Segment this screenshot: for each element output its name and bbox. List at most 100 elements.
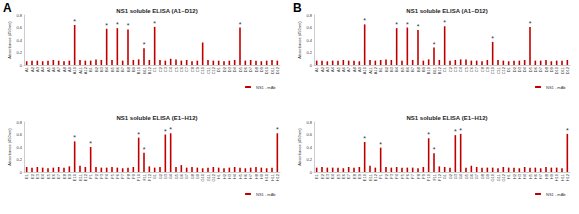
svg-text:*: *: [105, 22, 108, 29]
svg-text:E4: E4: [40, 173, 45, 179]
svg-text:D11: D11: [270, 66, 275, 74]
svg-text:C10: C10: [200, 66, 205, 74]
svg-text:NS1 - mAb: NS1 - mAb: [256, 85, 276, 90]
svg-text:G9: G9: [195, 173, 200, 179]
svg-text:B3: B3: [99, 66, 104, 72]
svg-text:*: *: [491, 35, 494, 42]
svg-text:E7: E7: [346, 173, 351, 179]
svg-text:C6: C6: [469, 66, 474, 72]
svg-text:F8: F8: [416, 173, 421, 178]
svg-text:0: 0: [20, 170, 23, 175]
svg-text:0.2: 0.2: [306, 50, 312, 55]
svg-text:G11: G11: [496, 173, 501, 181]
svg-text:0: 0: [310, 170, 313, 175]
svg-text:E7: E7: [56, 173, 61, 179]
svg-text:G12: G12: [211, 173, 216, 181]
svg-text:Absorbance (450nm): Absorbance (450nm): [297, 21, 302, 59]
svg-text:0.4: 0.4: [16, 145, 22, 150]
svg-text:NS1 soluble ELISA (A1~D12): NS1 soluble ELISA (A1~D12): [406, 8, 487, 14]
svg-text:*: *: [169, 126, 172, 133]
svg-text:C9: C9: [485, 66, 490, 72]
svg-text:G3: G3: [163, 173, 168, 179]
svg-text:C7: C7: [184, 66, 189, 72]
svg-text:0: 0: [310, 63, 313, 68]
svg-text:D5: D5: [528, 66, 533, 72]
svg-text:0.6: 0.6: [306, 132, 312, 137]
svg-text:E1: E1: [314, 173, 319, 179]
svg-text:*: *: [433, 146, 436, 153]
svg-text:C5: C5: [464, 66, 469, 72]
svg-text:0.8: 0.8: [16, 13, 22, 18]
svg-text:A8: A8: [352, 66, 357, 72]
svg-text:B2: B2: [384, 66, 389, 72]
svg-text:*: *: [566, 127, 569, 134]
svg-text:E8: E8: [352, 173, 357, 179]
svg-text:H4: H4: [522, 173, 527, 179]
svg-text:D7: D7: [248, 66, 253, 72]
svg-text:F12: F12: [147, 173, 152, 181]
svg-text:*: *: [89, 140, 92, 147]
svg-text:A9: A9: [357, 66, 362, 72]
svg-text:E12: E12: [83, 173, 88, 181]
svg-text:*: *: [379, 141, 382, 148]
svg-text:G6: G6: [469, 173, 474, 179]
svg-text:B8: B8: [126, 66, 131, 72]
svg-text:C8: C8: [190, 66, 195, 72]
svg-text:H12: H12: [275, 173, 280, 181]
svg-text:E10: E10: [72, 173, 77, 181]
svg-text:0.6: 0.6: [16, 25, 22, 30]
svg-text:F4: F4: [104, 173, 109, 178]
svg-text:*: *: [73, 18, 76, 25]
svg-text:D12: D12: [565, 66, 570, 74]
svg-text:A1: A1: [24, 66, 29, 72]
svg-text:E1: E1: [24, 173, 29, 179]
svg-text:H9: H9: [549, 173, 554, 179]
svg-text:Absorbance (450nm): Absorbance (450nm): [7, 21, 12, 59]
svg-text:B3: B3: [389, 66, 394, 72]
svg-text:H3: H3: [517, 173, 522, 179]
svg-text:C9: C9: [195, 66, 200, 72]
svg-text:A6: A6: [341, 66, 346, 72]
svg-text:D8: D8: [254, 66, 259, 72]
svg-text:D10: D10: [264, 66, 269, 74]
svg-text:A6: A6: [51, 66, 56, 72]
svg-text:C6: C6: [179, 66, 184, 72]
svg-text:*: *: [454, 128, 457, 135]
svg-text:D9: D9: [549, 66, 554, 72]
svg-text:*: *: [116, 21, 119, 28]
svg-text:F2: F2: [384, 173, 389, 178]
svg-text:D4: D4: [522, 66, 527, 72]
svg-text:A11: A11: [368, 66, 373, 74]
svg-text:D1: D1: [506, 66, 511, 72]
svg-text:C11: C11: [206, 66, 211, 74]
svg-text:E9: E9: [357, 173, 362, 179]
svg-text:H10: H10: [554, 173, 559, 181]
svg-text:B5: B5: [400, 66, 405, 72]
svg-text:B5: B5: [110, 66, 115, 72]
svg-text:B4: B4: [394, 66, 399, 72]
svg-text:H6: H6: [243, 173, 248, 179]
svg-text:D8: D8: [544, 66, 549, 72]
svg-text:G1: G1: [152, 173, 157, 179]
svg-text:A3: A3: [35, 66, 40, 72]
svg-text:E10: E10: [362, 173, 367, 181]
svg-text:NS1 - mAb: NS1 - mAb: [546, 192, 566, 197]
svg-text:0: 0: [20, 63, 23, 68]
svg-text:0.6: 0.6: [16, 132, 22, 137]
svg-text:A4: A4: [330, 66, 335, 72]
svg-text:G1: G1: [442, 173, 447, 179]
svg-text:B7: B7: [410, 66, 415, 72]
svg-text:*: *: [459, 127, 462, 134]
svg-text:G5: G5: [464, 173, 469, 179]
svg-text:H5: H5: [238, 173, 243, 179]
svg-text:A5: A5: [336, 66, 341, 72]
svg-text:0.2: 0.2: [306, 157, 312, 162]
svg-text:E6: E6: [51, 173, 56, 179]
svg-text:E2: E2: [320, 173, 325, 179]
svg-text:H2: H2: [512, 173, 517, 179]
svg-text:D9: D9: [259, 66, 264, 72]
svg-text:A4: A4: [40, 66, 45, 72]
svg-text:*: *: [443, 19, 446, 26]
svg-text:D3: D3: [517, 66, 522, 72]
svg-text:B6: B6: [115, 66, 120, 72]
